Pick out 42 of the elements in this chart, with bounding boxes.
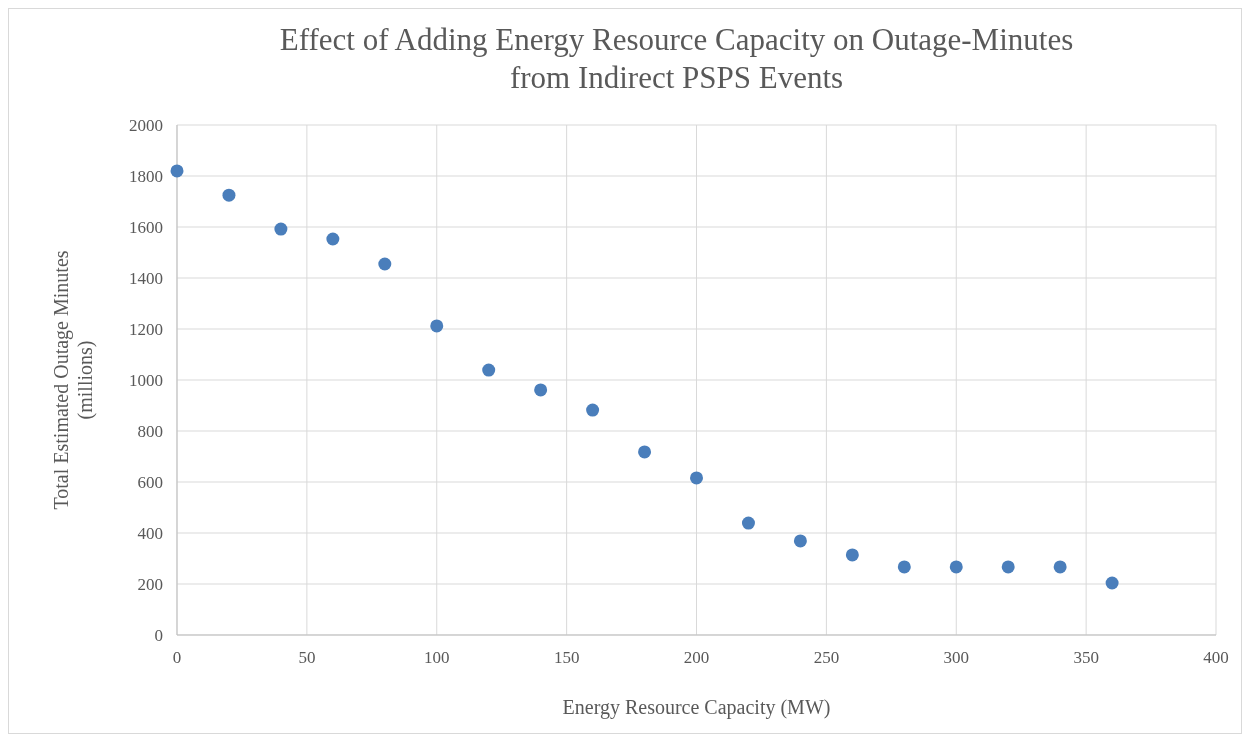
point <box>845 548 859 562</box>
x-tick-label: 150 <box>553 648 580 667</box>
point <box>482 363 496 377</box>
point <box>793 534 807 548</box>
point <box>638 445 652 459</box>
x-tick-label: 100 <box>424 648 450 667</box>
point <box>1105 576 1119 590</box>
point <box>430 319 444 333</box>
point <box>586 403 600 417</box>
y-tick-label: 800 <box>137 421 163 441</box>
y-tick-label: 1000 <box>129 370 163 390</box>
point <box>534 383 548 397</box>
y-axis-title: Total Estimated Outage Minutes (millions) <box>50 250 97 510</box>
y-tick-label: 1800 <box>129 166 163 186</box>
y-tick-label: 400 <box>137 523 163 543</box>
point <box>949 560 963 574</box>
point <box>741 516 755 530</box>
point <box>222 188 236 202</box>
y-tick-label: 600 <box>137 472 163 492</box>
point <box>378 257 392 271</box>
y-tick-label: 200 <box>137 574 163 594</box>
x-tick-label: 350 <box>1073 648 1099 667</box>
point <box>690 471 703 485</box>
y-tick-label: 1400 <box>129 268 163 288</box>
point <box>897 560 911 574</box>
x-tick-label: 200 <box>683 648 710 667</box>
point <box>1001 560 1015 574</box>
x-tick-label: 400 <box>1203 648 1229 667</box>
point <box>1053 560 1067 574</box>
chart-title: Effect of Adding Energy Resource Capacity on Outage-Minutes from Indirect PSPS Events <box>279 22 1074 95</box>
x-tick-label: 300 <box>943 648 969 667</box>
point <box>274 222 288 236</box>
x-tick-label: 250 <box>813 648 840 667</box>
x-tick-label: 50 <box>298 648 316 667</box>
x-axis-title: Energy Resource Capacity (MW) <box>562 696 831 719</box>
y-tick-label: 1600 <box>129 217 163 237</box>
point <box>326 232 340 246</box>
point <box>170 164 184 178</box>
x-tick-label: 0 <box>172 648 182 667</box>
y-tick-label: 2000 <box>129 115 163 135</box>
y-tick-label: 1200 <box>129 319 163 339</box>
y-tick-label: 0 <box>154 625 163 645</box>
